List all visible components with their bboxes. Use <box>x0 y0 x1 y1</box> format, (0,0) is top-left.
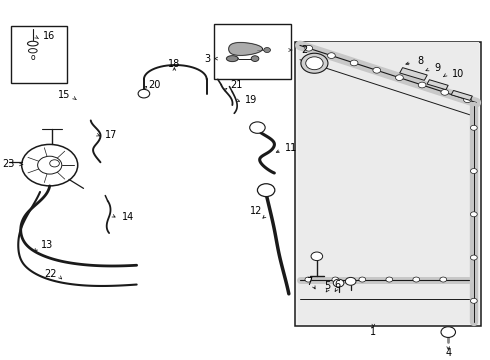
Text: 4: 4 <box>445 348 451 358</box>
Text: 1: 1 <box>370 327 376 337</box>
Text: 18: 18 <box>168 59 180 69</box>
Bar <box>214 24 291 79</box>
Text: 16: 16 <box>43 31 55 41</box>
Circle shape <box>301 53 328 73</box>
Circle shape <box>332 277 339 282</box>
Circle shape <box>470 125 477 130</box>
Bar <box>11 26 67 83</box>
Circle shape <box>38 156 62 174</box>
Text: 12: 12 <box>250 206 262 216</box>
Ellipse shape <box>27 41 38 46</box>
Circle shape <box>441 327 456 337</box>
Circle shape <box>464 97 471 103</box>
Circle shape <box>441 90 449 95</box>
Text: 14: 14 <box>122 212 134 222</box>
Text: 2: 2 <box>301 45 307 55</box>
Bar <box>297 42 479 324</box>
Circle shape <box>264 48 270 53</box>
Text: 21: 21 <box>230 80 243 90</box>
Ellipse shape <box>28 49 37 53</box>
Bar <box>295 42 481 326</box>
Text: 11: 11 <box>286 143 298 153</box>
Text: 13: 13 <box>41 239 53 249</box>
Circle shape <box>49 160 59 167</box>
Circle shape <box>373 67 381 73</box>
Circle shape <box>327 53 335 58</box>
Circle shape <box>350 60 358 66</box>
Circle shape <box>395 75 403 81</box>
Text: o: o <box>30 53 35 62</box>
Text: 7: 7 <box>306 277 313 287</box>
Circle shape <box>386 277 392 282</box>
Circle shape <box>22 144 78 186</box>
Circle shape <box>305 45 313 51</box>
Text: 23: 23 <box>2 159 15 170</box>
Text: 20: 20 <box>149 80 161 90</box>
Text: 5: 5 <box>324 281 331 291</box>
Circle shape <box>306 57 323 70</box>
Circle shape <box>333 279 344 287</box>
Circle shape <box>440 277 446 282</box>
Circle shape <box>470 298 477 303</box>
Circle shape <box>250 122 265 133</box>
Circle shape <box>470 255 477 260</box>
Text: 9: 9 <box>435 63 441 73</box>
Text: 10: 10 <box>452 69 464 79</box>
Polygon shape <box>226 56 238 62</box>
Text: 6: 6 <box>334 280 340 290</box>
Circle shape <box>345 278 356 285</box>
Circle shape <box>470 212 477 217</box>
Circle shape <box>418 82 426 88</box>
Circle shape <box>305 277 312 282</box>
Text: 3: 3 <box>204 54 210 64</box>
Circle shape <box>413 277 419 282</box>
Circle shape <box>257 184 275 197</box>
Text: 15: 15 <box>58 90 70 100</box>
Circle shape <box>138 89 150 98</box>
Text: 19: 19 <box>245 95 257 105</box>
Circle shape <box>251 56 259 62</box>
Text: 8: 8 <box>418 57 424 67</box>
Polygon shape <box>427 80 448 90</box>
Polygon shape <box>229 42 263 55</box>
Circle shape <box>311 252 322 261</box>
Polygon shape <box>451 90 472 100</box>
Text: 17: 17 <box>105 130 118 140</box>
Circle shape <box>359 277 366 282</box>
Text: 22: 22 <box>45 269 57 279</box>
Polygon shape <box>400 68 427 80</box>
Circle shape <box>470 168 477 174</box>
